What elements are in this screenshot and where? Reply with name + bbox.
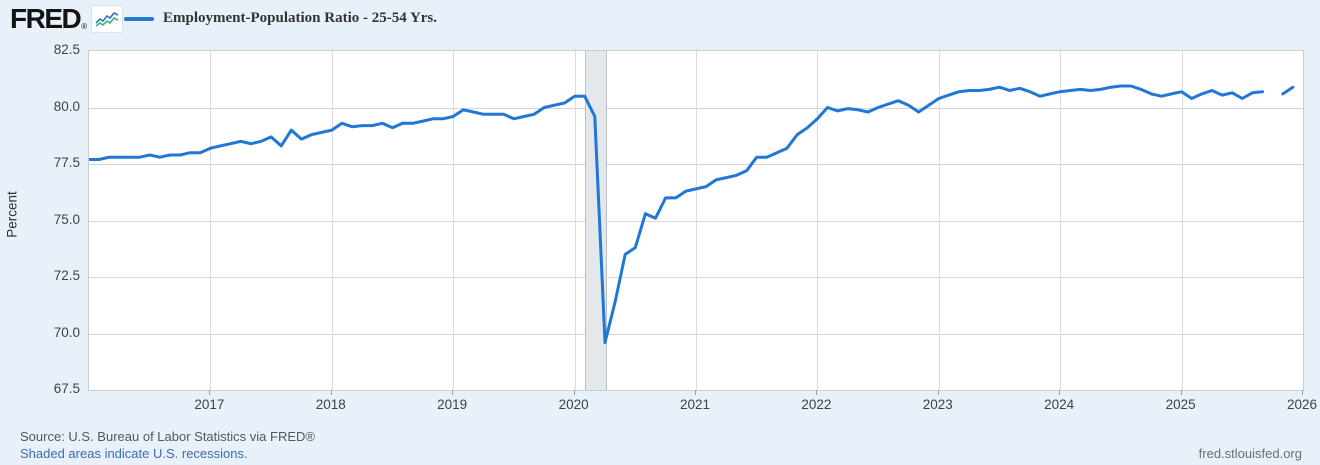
- x-tick-label: 2022: [801, 397, 832, 412]
- x-gridline: [453, 51, 455, 390]
- x-tick-label: 2017: [194, 397, 225, 412]
- x-tick-label: 2021: [679, 397, 711, 412]
- x-gridline: [1181, 51, 1183, 390]
- x-axis-tick: [816, 390, 818, 395]
- y-tick-label: 80.0: [53, 98, 80, 114]
- plot-area[interactable]: [88, 50, 1304, 391]
- y-tick-label: 72.5: [53, 268, 80, 283]
- x-axis-tick: [695, 390, 696, 395]
- x-tick-label: 2026: [1286, 397, 1318, 412]
- y-tick-label: 70.0: [53, 324, 80, 340]
- x-tick-label: 2025: [1165, 397, 1196, 412]
- site-url: fred.stlouisfed.org: [1198, 446, 1302, 461]
- x-axis-tick: [573, 390, 575, 395]
- y-tick-label: 67.5: [53, 381, 80, 396]
- x-axis-tick: [1059, 390, 1061, 395]
- x-axis-tick: [1302, 390, 1303, 395]
- x-tick-label: 2019: [437, 397, 468, 412]
- x-axis-tick: [1180, 390, 1182, 395]
- x-gridline: [574, 51, 576, 390]
- fred-logo-text: FRED: [10, 3, 82, 34]
- source-note: Source: U.S. Bureau of Labor Statistics …: [20, 429, 315, 444]
- x-gridline: [1060, 51, 1062, 390]
- x-axis-tick: [209, 390, 211, 395]
- y-tick-label: 75.0: [53, 211, 80, 227]
- series-line: [89, 84, 1295, 344]
- x-axis-tick: [937, 390, 939, 395]
- recession-band: [584, 51, 607, 390]
- x-gridline: [331, 51, 333, 390]
- fred-logo[interactable]: FRED ®: [10, 3, 124, 34]
- x-gridline: [938, 51, 940, 390]
- x-axis-tick: [452, 390, 454, 395]
- x-axis-tick: [330, 390, 332, 395]
- x-tick-label: 2024: [1044, 397, 1075, 412]
- x-tick-label: 2018: [315, 397, 346, 412]
- x-gridline: [817, 51, 819, 390]
- x-tick-label: 2023: [922, 397, 953, 412]
- legend-series-label: Employment-Population Ratio - 25-54 Yrs.: [163, 10, 438, 26]
- y-tick-label: 77.5: [53, 155, 80, 170]
- y-tick-label: 82.5: [53, 42, 80, 57]
- recessions-link[interactable]: Shaded areas indicate U.S. recessions.: [20, 446, 248, 461]
- sparkline-icon: [91, 5, 124, 33]
- x-gridline: [210, 51, 212, 390]
- legend[interactable]: Employment-Population Ratio - 25-54 Yrs.: [124, 10, 437, 27]
- x-tick-label: 2020: [558, 397, 589, 412]
- legend-series-swatch: [124, 16, 154, 21]
- x-gridline: [696, 51, 697, 390]
- registered-mark: ®: [81, 22, 88, 31]
